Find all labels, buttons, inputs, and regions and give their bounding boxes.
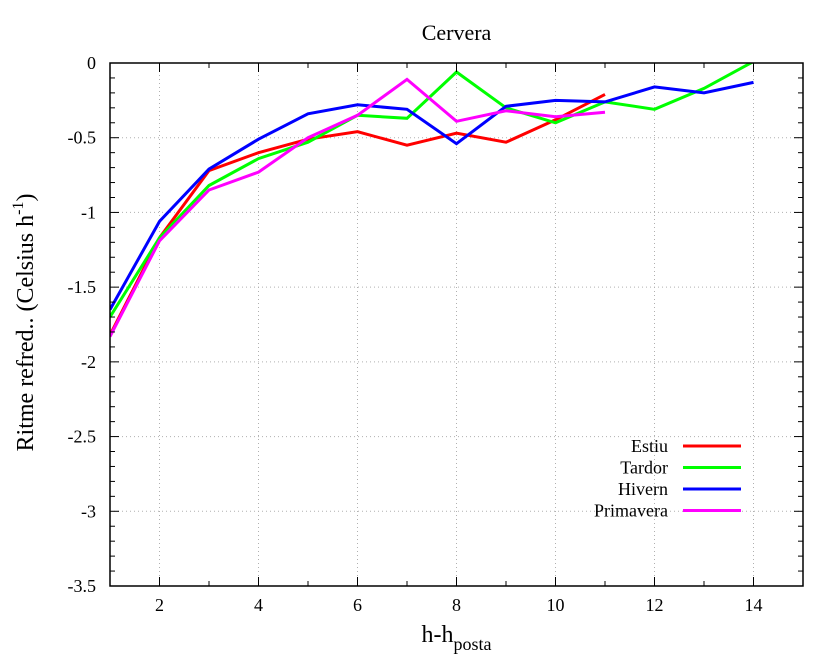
y-tick-label: -2.5	[68, 427, 97, 447]
x-tick-label: 2	[155, 595, 164, 615]
series-line-primavera	[110, 77, 606, 338]
x-tick-label: 4	[254, 595, 263, 615]
y-tick-label: -0.5	[68, 128, 97, 148]
x-axis-title-subscript: posta	[454, 634, 492, 654]
y-tick-label: -3.5	[68, 576, 97, 596]
y-tick-label: -2	[81, 352, 96, 372]
grid	[110, 63, 803, 586]
x-tick-label: 14	[745, 595, 763, 615]
y-axis-title-close: )	[13, 194, 39, 202]
x-tick-label: 8	[452, 595, 461, 615]
legend-label-estiu: Estiu	[631, 436, 668, 456]
y-tick-label: -1.5	[68, 277, 97, 297]
x-tick-label: 10	[547, 595, 565, 615]
y-axis-title-main: Ritme refred.. (Celsius h	[13, 215, 39, 452]
x-tick-label: 6	[353, 595, 362, 615]
legend-label-hivern: Hivern	[618, 479, 668, 499]
series-line-hivern	[110, 80, 754, 311]
x-tick-label: 12	[646, 595, 664, 615]
x-axis-title: h-hposta	[422, 622, 492, 654]
y-axis-title: Ritme refred.. (Celsius h-1)	[10, 194, 39, 452]
series-lines	[110, 63, 754, 338]
legend-label-primavera: Primavera	[594, 501, 668, 521]
y-tick-label: -1	[81, 202, 96, 222]
series-line-tardor	[110, 63, 754, 318]
axis-ticks: 2 4 6 8 10 12 14 0 -0.5 -1 -1.5 -2 -2.5 -3 -3.5	[68, 53, 804, 615]
y-tick-label: -3	[81, 501, 96, 521]
series-line-estiu	[110, 93, 606, 336]
y-tick-label: 0	[87, 53, 96, 73]
x-axis-title-main: h-h	[422, 622, 454, 648]
chart-title: Cervera	[422, 20, 492, 45]
y-axis-title-superscript: -1	[10, 202, 27, 215]
legend-label-tardor: Tardor	[620, 458, 668, 478]
